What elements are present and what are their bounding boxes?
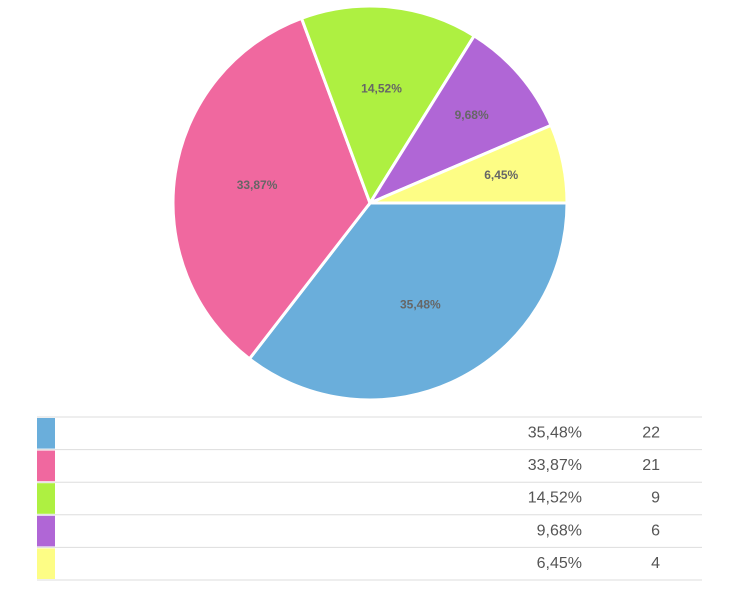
slice-label: 33,87% [237,178,278,192]
legend-count: 6 [651,522,660,539]
slice-label: 14,52% [361,81,402,95]
pie-slice [369,123,569,205]
slice-label: 6,45% [484,168,518,182]
legend-swatch [37,548,55,579]
legend-percent: 33,87% [528,457,582,474]
pie-slice [247,201,569,402]
legend-swatch [37,483,55,514]
legend-count: 4 [651,555,660,572]
legend-percent: 6,45% [537,555,582,572]
slice-label: 9,68% [455,108,489,122]
pie-slice [299,4,477,207]
legend-swatch [37,515,55,547]
pie-slice [171,16,372,361]
legend-percent: 14,52% [528,490,582,507]
pie-slice [366,33,554,207]
legend-swatch [37,450,55,482]
legend-percent: 35,48% [528,425,582,442]
slice-label: 35,48% [400,298,441,312]
legend-count: 21 [642,457,660,474]
legend-swatch [37,418,55,449]
legend-count: 22 [642,425,660,442]
legend-count: 9 [651,490,660,507]
legend-percent: 9,68% [537,522,582,539]
